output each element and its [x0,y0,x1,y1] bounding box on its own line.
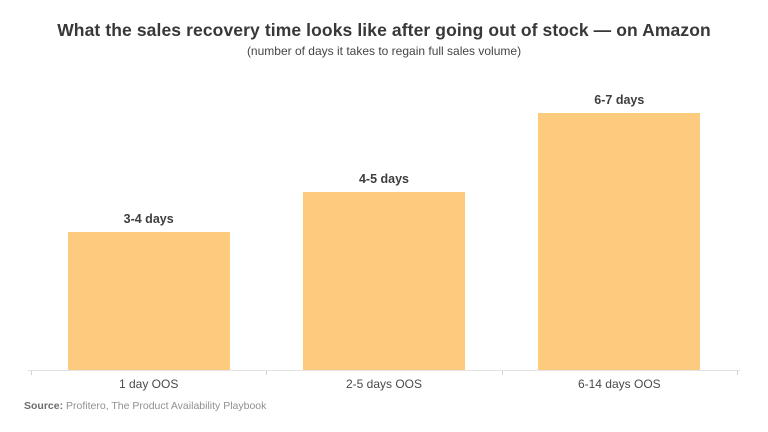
bar[interactable] [302,192,465,370]
bar-value-label: 4-5 days [358,172,409,186]
x-axis-label: 6-14 days OOS [577,377,661,391]
bar-group: 6-7 days [502,93,737,370]
bar-group: 3-4 days [31,113,266,370]
plot-area: 3-4 days 4-5 days 6-7 days [31,93,737,370]
bar[interactable] [538,113,701,370]
axis-tick [266,371,267,375]
source-note: Source: Profitero, The Product Availabil… [24,400,266,412]
bar-value-label: 6-7 days [594,93,645,107]
source-label: Source: [24,400,64,412]
bar-value-label: 3-4 days [123,212,174,226]
axis-tick [31,371,32,375]
axis-tick [737,371,738,375]
bar-group: 4-5 days [266,113,501,370]
source-text: Profitero, The Product Availability Play… [63,400,267,412]
x-axis-label: 2-5 days OOS [345,377,422,391]
axis-tick [502,371,503,375]
chart-subtitle: (number of days it takes to regain full … [246,44,522,58]
x-axis-label: 1 day OOS [118,377,179,391]
x-axis-line [28,370,740,371]
bar[interactable] [67,232,230,370]
chart-title: What the sales recovery time looks like … [57,20,711,40]
